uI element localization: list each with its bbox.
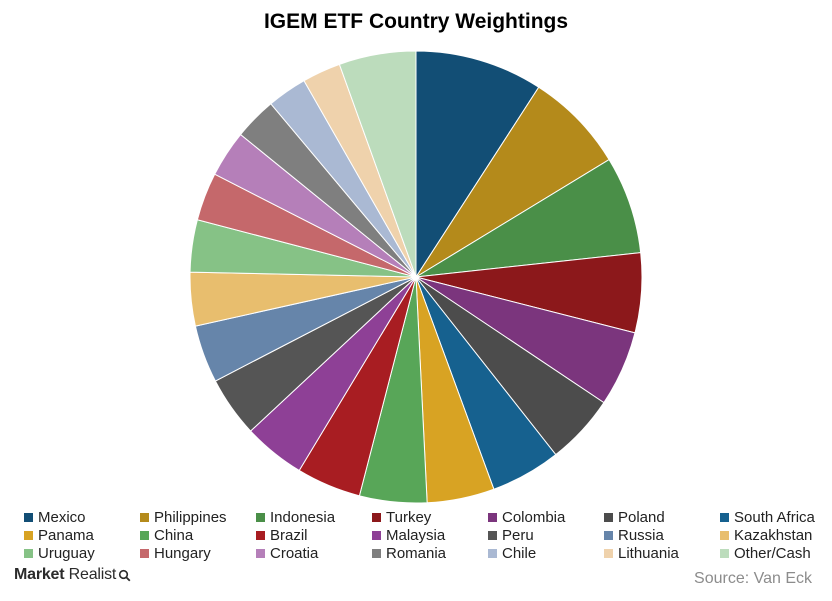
legend-swatch <box>488 548 497 558</box>
chart-title: IGEM ETF Country Weightings <box>263 10 569 33</box>
legend-item: Croatia <box>256 544 372 562</box>
legend-label: Mexico <box>38 508 86 526</box>
legend-swatch <box>720 548 729 558</box>
legend-swatch <box>24 548 33 558</box>
legend-label: Lithuania <box>618 544 679 562</box>
legend-label: Turkey <box>386 508 432 526</box>
legend-label: Philippines <box>154 508 227 526</box>
legend-item: Lithuania <box>604 544 720 562</box>
legend-item: Malaysia <box>372 526 488 544</box>
legend-swatch <box>24 512 33 522</box>
legend-swatch <box>604 512 613 522</box>
legend-label: Malaysia <box>386 526 446 544</box>
legend-item: Brazil <box>256 526 372 544</box>
legend-swatch <box>604 548 613 558</box>
legend-swatch <box>140 512 149 522</box>
brand-name-bold: Market <box>14 566 65 583</box>
legend-swatch <box>256 512 265 522</box>
legend-item: Panama <box>24 526 140 544</box>
legend-label: Russia <box>618 526 664 544</box>
legend-label: Chile <box>502 544 537 562</box>
pie-slice-philippines <box>415 86 610 278</box>
magnifier-icon <box>119 569 131 581</box>
pie-slice-other-cash <box>338 50 417 278</box>
legend-item: Hungary <box>140 544 256 562</box>
legend-item: Other/Cash <box>720 544 832 562</box>
legend-swatch <box>256 548 265 558</box>
legend-item: China <box>140 526 256 544</box>
legend-label: Uruguay <box>38 544 95 562</box>
legend-swatch <box>256 530 265 540</box>
legend-item: Mexico <box>24 508 140 526</box>
legend-swatch <box>372 512 381 522</box>
legend-item: Colombia <box>488 508 604 526</box>
legend-label: Croatia <box>270 544 319 562</box>
legend-label: Peru <box>502 526 534 544</box>
legend-item: Philippines <box>140 508 256 526</box>
legend-item: Chile <box>488 544 604 562</box>
legend-label: Indonesia <box>270 508 336 526</box>
legend-item: Turkey <box>372 508 488 526</box>
legend-item: Indonesia <box>256 508 372 526</box>
brand-name-rest: Realist <box>68 566 117 583</box>
pie-slice-mexico <box>415 50 540 279</box>
legend-item: Romania <box>372 544 488 562</box>
legend-swatch <box>720 530 729 540</box>
legend-label: South Africa <box>734 508 815 526</box>
legend-swatch <box>488 530 497 540</box>
chart-legend: Mexico Philippines Indonesia Turkey Colombia… <box>24 508 832 562</box>
legend-label: Poland <box>618 508 665 526</box>
legend-item: Kazakhstan <box>720 526 832 544</box>
legend-label: Romania <box>386 544 447 562</box>
legend-label: Other/Cash <box>734 544 811 562</box>
legend-label: Hungary <box>154 544 211 562</box>
legend-item: Russia <box>604 526 720 544</box>
source-note: Source: Van Eck <box>694 570 812 587</box>
legend-item: Peru <box>488 526 604 544</box>
legend-label: Panama <box>38 526 94 544</box>
brand-logo: Market Realist <box>14 566 131 584</box>
legend-item: South Africa <box>720 508 832 526</box>
legend-swatch <box>24 530 33 540</box>
legend-swatch <box>488 512 497 522</box>
legend-swatch <box>140 548 149 558</box>
legend-swatch <box>372 548 381 558</box>
legend-swatch <box>720 512 729 522</box>
legend-swatch <box>140 530 149 540</box>
legend-swatch <box>372 530 381 540</box>
legend-label: Kazakhstan <box>734 526 813 544</box>
legend-item: Poland <box>604 508 720 526</box>
legend-label: China <box>154 526 194 544</box>
legend-label: Brazil <box>270 526 308 544</box>
legend-label: Colombia <box>502 508 566 526</box>
legend-item: Uruguay <box>24 544 140 562</box>
legend-swatch <box>604 530 613 540</box>
